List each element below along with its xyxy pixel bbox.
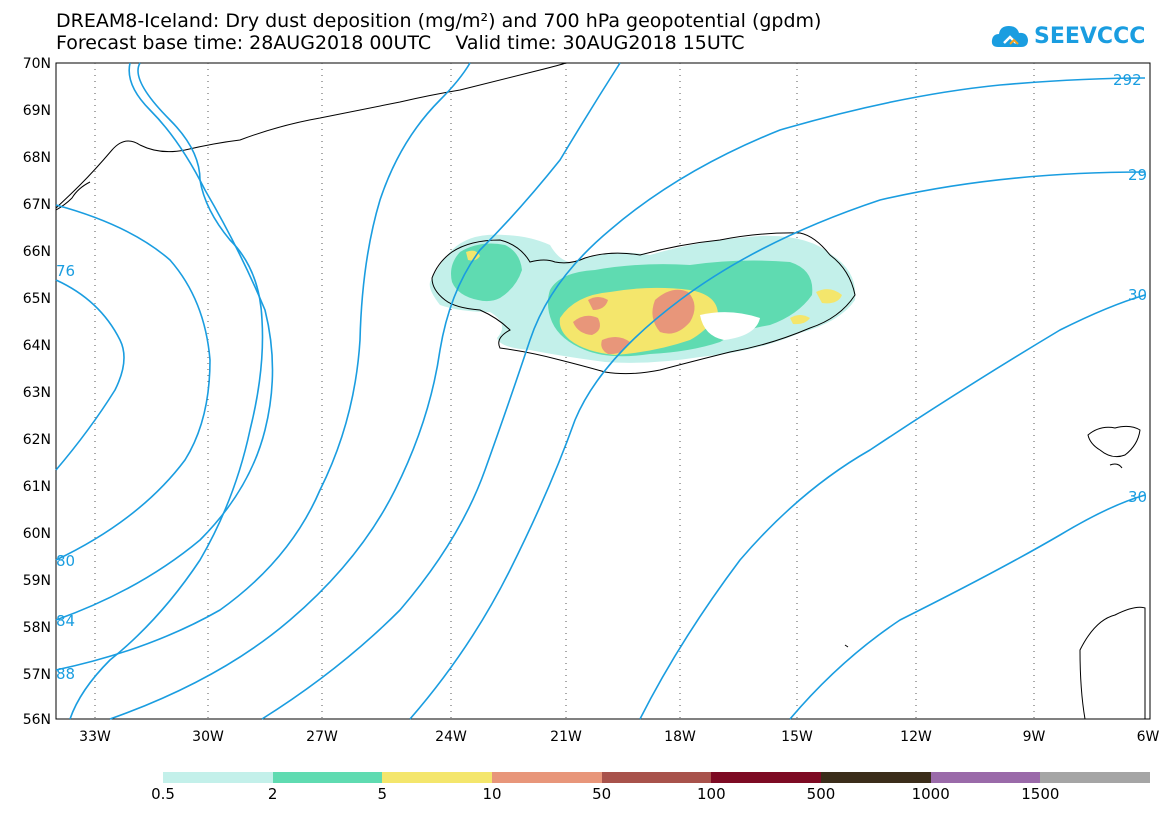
lat-label: 61N [23, 479, 51, 495]
legend-swatch [163, 772, 273, 783]
lat-label: 68N [23, 150, 51, 166]
lon-label: 33W [79, 729, 111, 745]
coastlines [55, 62, 1146, 720]
contour-label: 88 [56, 665, 75, 683]
lon-label: 27W [306, 729, 338, 745]
legend-label: 0.5 [151, 785, 175, 803]
lat-label: 65N [23, 291, 51, 307]
legend-swatch [272, 772, 383, 783]
lon-label: 21W [550, 729, 582, 745]
legend-swatch [821, 772, 931, 783]
cloud-icon [991, 26, 1028, 47]
lon-label: 30W [192, 729, 224, 745]
contour-label: 80 [56, 552, 75, 570]
lat-label: 60N [23, 526, 51, 542]
lon-label: 15W [781, 729, 813, 745]
legend-label: 50 [592, 785, 612, 803]
legend-swatch [1040, 772, 1151, 783]
lat-label: 59N [23, 573, 51, 589]
geopotential-contours [55, 62, 1146, 720]
contour-label: 29 [1128, 166, 1147, 184]
lat-label: 63N [23, 385, 51, 401]
logo-text: SEEVCCC [1034, 23, 1146, 49]
legend-label: 10 [482, 785, 502, 803]
lat-label: 58N [23, 620, 51, 636]
lat-label: 66N [23, 244, 51, 260]
lat-label: 67N [23, 197, 51, 213]
latitude-labels: 70N 69N 68N 67N 66N 65N 64N 63N 62N 61N … [23, 56, 51, 728]
lon-label: 12W [900, 729, 932, 745]
lat-label: 56N [23, 712, 51, 728]
lon-label: 6W [1137, 729, 1160, 745]
map-frame [55, 62, 1151, 720]
gridlines [94, 63, 1035, 719]
longitude-labels: 33W 30W 27W 24W 21W 18W 15W 12W 9W 6W [79, 729, 1159, 745]
legend-swatch [382, 772, 493, 783]
lon-label: 18W [664, 729, 696, 745]
lat-label: 69N [23, 103, 51, 119]
legend-swatch [601, 772, 712, 783]
map-subtitle: Forecast base time: 28AUG2018 00UTC Vali… [56, 32, 745, 54]
legend-label: 500 [806, 785, 836, 803]
lon-label: 9W [1023, 729, 1046, 745]
legend-swatch [711, 772, 822, 783]
map-title: DREAM8-Iceland: Dry dust deposition (mg/… [56, 10, 822, 32]
lat-label: 57N [23, 667, 51, 683]
legend-swatch [930, 772, 1041, 783]
contour-label: 30 [1128, 488, 1147, 506]
legend-label: 2 [267, 785, 278, 803]
contour-label: 30 [1128, 286, 1147, 304]
lat-label: 62N [23, 432, 51, 448]
legend-label: 1500 [1021, 785, 1060, 803]
contour-labels: 292 29 30 30 76 80 84 88 [56, 71, 1147, 683]
contour-label: 84 [56, 612, 75, 630]
seevccc-logo: SEEVCCC [990, 16, 1145, 56]
contour-label: 76 [56, 262, 75, 280]
lat-label: 64N [23, 338, 51, 354]
legend-label: 5 [377, 785, 388, 803]
lon-label: 24W [435, 729, 467, 745]
legend-label: 100 [697, 785, 726, 803]
lat-label: 70N [23, 56, 51, 72]
legend-label: 1000 [911, 785, 950, 803]
contour-label: 292 [1113, 71, 1142, 89]
legend-swatch [492, 772, 602, 783]
legend-colorbar [163, 772, 1151, 783]
dust-deposition-field [429, 234, 856, 363]
